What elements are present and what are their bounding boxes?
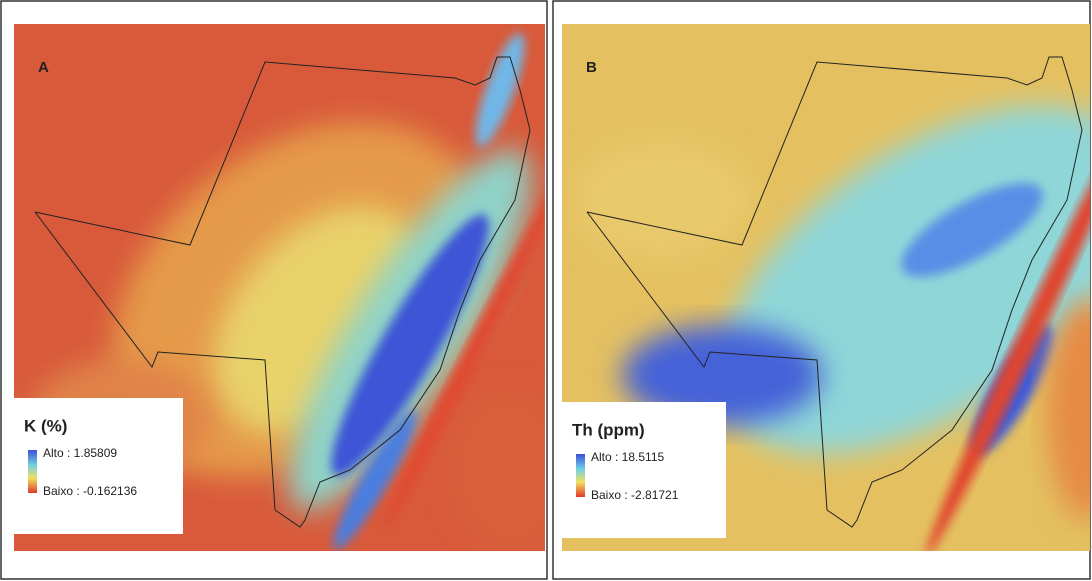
map-panel: A K (%) Alto : 1.85809 Baixo : -0.162136 — [1, 1, 574, 579]
legend-title: Th (ppm) — [572, 420, 645, 439]
panel-label: B — [586, 59, 597, 76]
legend-high: Alto : 1.85809 — [43, 446, 117, 460]
legend-ramp — [28, 450, 37, 493]
legend-low: Baixo : -0.162136 — [43, 484, 137, 498]
panel-label: A — [38, 59, 49, 76]
legend-title: K (%) — [24, 416, 67, 435]
legend-ramp — [576, 454, 585, 497]
figure: A K (%) Alto : 1.85809 Baixo : -0.162136 B Th… — [0, 0, 1092, 581]
legend-high: Alto : 18.5115 — [591, 450, 664, 464]
legend-low: Baixo : -2.81721 — [591, 488, 679, 502]
map-panel: B Th (ppm) Alto : 18.5115 Baixo : -2.81721 — [553, 1, 1092, 579]
map-surface — [572, 140, 752, 260]
map-surface — [450, 390, 570, 550]
